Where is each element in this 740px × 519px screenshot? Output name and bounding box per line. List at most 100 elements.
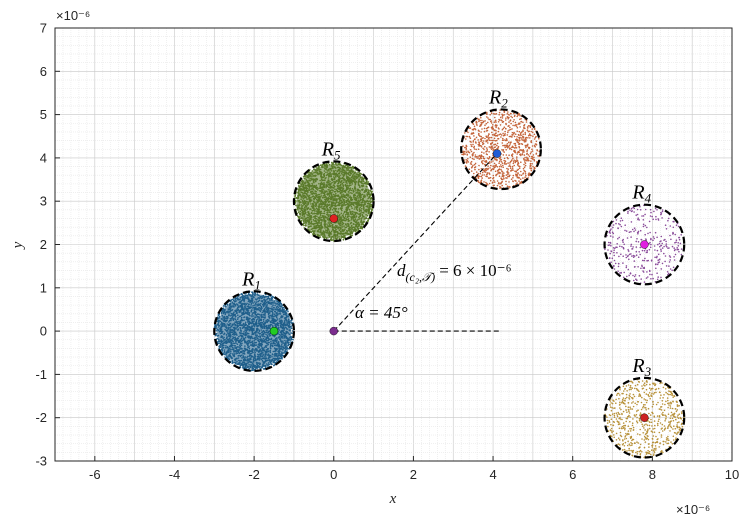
- scatter-point: [651, 392, 653, 395]
- scatter-point: [231, 348, 234, 351]
- scatter-point: [671, 417, 674, 420]
- scatter-point: [478, 164, 480, 167]
- scatter-point: [243, 326, 245, 329]
- scatter-point: [495, 125, 498, 127]
- scatter-point: [625, 385, 628, 387]
- scatter-point: [237, 346, 239, 348]
- scatter-point: [609, 414, 612, 417]
- scatter-point: [611, 413, 614, 416]
- scatter-point: [267, 300, 269, 303]
- scatter-point: [284, 346, 287, 349]
- scatter-point: [507, 162, 509, 164]
- scatter-point: [264, 345, 267, 348]
- scatter-point: [282, 324, 285, 326]
- scatter-point: [481, 119, 483, 122]
- scatter-point: [645, 423, 647, 426]
- scatter-point: [503, 172, 505, 174]
- scatter-point: [248, 312, 251, 314]
- scatter-point: [472, 123, 475, 125]
- scatter-point: [659, 408, 661, 411]
- scatter-point: [531, 150, 534, 152]
- scatter-point: [485, 167, 488, 170]
- scatter-point: [647, 438, 650, 441]
- scatter-point: [250, 319, 253, 321]
- scatter-point: [499, 116, 502, 119]
- scatter-point: [492, 168, 495, 171]
- scatter-point: [474, 166, 477, 168]
- scatter-point: [260, 321, 263, 324]
- scatter-point: [274, 304, 276, 307]
- scatter-point: [623, 399, 625, 402]
- scatter-point: [254, 324, 256, 326]
- scatter-point: [640, 408, 643, 411]
- scatter-point: [256, 298, 259, 300]
- scatter-point: [645, 453, 648, 455]
- scatter-point: [280, 336, 283, 339]
- scatter-point: [471, 165, 474, 168]
- scatter-point: [631, 248, 634, 250]
- scatter-point: [522, 121, 524, 124]
- scatter-point: [277, 324, 280, 327]
- scatter-point: [489, 167, 491, 169]
- scatter-point: [224, 305, 227, 308]
- scatter-point: [637, 256, 640, 259]
- scatter-point: [487, 167, 489, 170]
- scatter-point: [284, 311, 286, 314]
- scatter-point: [677, 432, 679, 434]
- scatter-point: [240, 330, 242, 332]
- scatter-point: [487, 142, 489, 144]
- scatter-point: [273, 347, 276, 349]
- scatter-point: [258, 309, 261, 312]
- scatter-point: [290, 321, 292, 324]
- scatter-point: [245, 324, 247, 326]
- scatter-point: [675, 239, 678, 241]
- scatter-point: [248, 329, 251, 332]
- scatter-point: [239, 315, 242, 318]
- scatter-point: [239, 297, 242, 299]
- scatter-point: [527, 154, 530, 156]
- scatter-point: [279, 357, 282, 360]
- scatter-point: [284, 324, 287, 327]
- scatter-point: [280, 310, 283, 313]
- scatter-point: [663, 239, 665, 241]
- scatter-point: [269, 325, 272, 327]
- scatter-point: [469, 137, 472, 139]
- scatter-point: [639, 395, 642, 397]
- scatter-point: [489, 176, 492, 179]
- scatter-point: [502, 176, 505, 178]
- scatter-point: [258, 353, 261, 356]
- scatter-point: [254, 350, 256, 352]
- scatter-point: [265, 333, 267, 336]
- scatter-point: [665, 265, 668, 267]
- scatter-point: [608, 421, 611, 423]
- scatter-point: [631, 255, 633, 257]
- scatter-point: [251, 298, 253, 300]
- scatter-point: [518, 145, 520, 148]
- scatter-point: [658, 242, 661, 245]
- scatter-point: [666, 271, 669, 273]
- scatter-point: [625, 393, 628, 396]
- scatter-point: [243, 333, 245, 336]
- scatter-point: [232, 341, 234, 343]
- scatter-point: [524, 137, 527, 139]
- scatter-point: [630, 221, 633, 223]
- scatter-point: [473, 148, 476, 150]
- scatter-point: [629, 384, 632, 387]
- scatter-point: [267, 362, 270, 364]
- scatter-point: [236, 307, 239, 310]
- scatter-point: [498, 165, 501, 168]
- scatter-point: [283, 344, 286, 347]
- scatter-point: [655, 391, 657, 394]
- scatter-point: [659, 397, 661, 399]
- scatter-point: [649, 231, 651, 234]
- scatter-point: [273, 350, 276, 353]
- scatter-point: [486, 150, 488, 152]
- scatter-point: [624, 388, 626, 390]
- scatter-point: [232, 305, 234, 307]
- scatter-point: [619, 403, 621, 406]
- scatter-point: [494, 158, 497, 161]
- scatter-point: [620, 408, 622, 411]
- scatter-point: [627, 425, 630, 428]
- scatter-point: [516, 156, 518, 158]
- scatter-point: [498, 162, 500, 164]
